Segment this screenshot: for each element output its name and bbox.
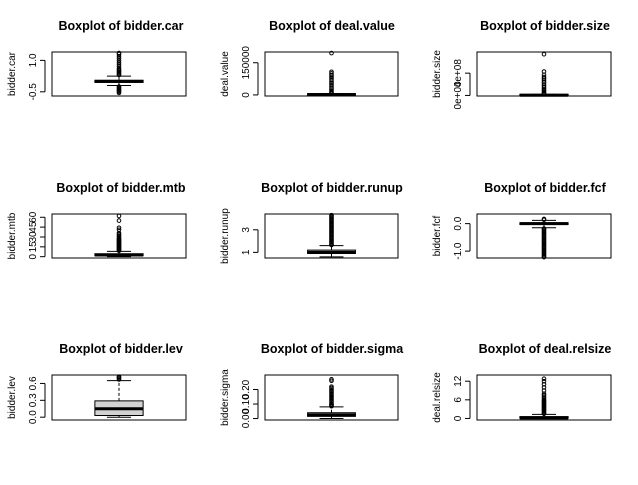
outlier-point	[329, 212, 334, 218]
outlier-point	[329, 393, 334, 398]
y-tick-label: 0.00	[241, 408, 252, 428]
y-tick-label: -1.0	[453, 242, 464, 260]
outlier-point	[116, 218, 122, 223]
y-tick-label: 6	[453, 397, 464, 403]
chart-title: Boxplot of deal.relsize	[479, 342, 612, 356]
outlier-point	[116, 227, 122, 233]
outlier-point	[541, 216, 547, 222]
y-axis-label: bidder.sigma	[220, 369, 231, 426]
y-tick-label: 30	[28, 231, 39, 243]
chart-title: Boxplot of bidder.mtb	[56, 181, 186, 195]
outlier-point	[541, 69, 547, 74]
y-tick-label: 0.3	[28, 393, 39, 407]
outlier-point	[541, 254, 547, 260]
plot-frame	[476, 374, 612, 421]
y-tick-label: 1	[241, 249, 252, 255]
y-tick-label: 0	[28, 253, 39, 259]
y-axis-label: bidder.mtb	[7, 212, 18, 259]
outlier-point	[329, 75, 334, 81]
y-axis-label: bidder.runup	[220, 208, 231, 264]
plot-frame	[264, 374, 399, 421]
outlier-point	[329, 378, 334, 384]
y-tick-label: 0.20	[241, 379, 252, 399]
outlier-point	[329, 398, 334, 404]
y-tick-label: 45	[28, 221, 39, 233]
boxplot-panel: Boxplot of bidder.fcf -1.0 0.0 bidder.fcf	[432, 181, 612, 260]
outlier-point	[329, 388, 334, 394]
outlier-point	[541, 51, 547, 57]
y-tick-label: 0.0	[28, 410, 39, 424]
y-tick-label: 15	[28, 241, 39, 253]
chart-title: Boxplot of bidder.lev	[59, 342, 183, 356]
y-tick-label: 12	[453, 375, 464, 387]
outlier-point	[329, 387, 334, 392]
outlier-point	[329, 50, 334, 56]
chart-title: Boxplot of bidder.fcf	[484, 181, 606, 195]
y-axis-label: deal.relsize	[432, 372, 443, 423]
y-tick-label: 0.0	[453, 216, 464, 230]
outlier-point	[541, 392, 547, 398]
boxplot-panel: Boxplot of bidder.lev 0.0 0.3 0.6 bidder.lev	[7, 342, 187, 424]
outlier-point	[541, 378, 547, 384]
outlier-point	[329, 391, 334, 397]
y-axis-label: bidder.lev	[7, 376, 18, 419]
chart-title: Boxplot of bidder.car	[58, 19, 183, 33]
y-axis-label: bidder.car	[7, 51, 18, 96]
outlier-point	[329, 71, 334, 76]
outlier-point	[329, 400, 334, 405]
outlier-point	[329, 377, 334, 382]
y-tick-label: 0	[241, 92, 252, 98]
y-axis-label: deal.value	[220, 51, 231, 97]
outlier-point	[329, 394, 334, 400]
y-tick-label: 4e+08	[453, 59, 464, 88]
y-axis-label: bidder.size	[432, 50, 443, 98]
chart-title: Boxplot of deal.value	[269, 19, 395, 33]
outlier-point	[329, 384, 334, 389]
y-tick-label: 150000	[241, 46, 252, 80]
outlier-point	[541, 376, 547, 382]
outlier-point	[116, 64, 122, 69]
outlier-point	[116, 55, 122, 61]
chart-title: Boxplot of bidder.size	[480, 19, 610, 33]
boxplot-panel: Boxplot of deal.value 0 150000 deal.value	[220, 19, 399, 98]
outlier-point	[116, 62, 122, 67]
y-tick-label: 0.6	[28, 376, 39, 390]
chart-title: Boxplot of bidder.runup	[261, 181, 403, 195]
outlier-point	[116, 58, 122, 63]
outlier-point	[116, 213, 122, 219]
chart-title: Boxplot of bidder.sigma	[261, 342, 404, 356]
boxplot-panel: Boxplot of bidder.sigma 0.000.100.20 bidde…	[220, 342, 404, 428]
y-tick-label: -0.5	[28, 83, 39, 101]
y-tick-label: 1.0	[28, 53, 39, 67]
y-tick-label: 0	[453, 415, 464, 421]
outlier-point	[329, 88, 334, 94]
y-axis-label: bidder.fcf	[432, 215, 443, 256]
y-tick-label: 0e+00	[453, 81, 464, 110]
boxplot-panel: Boxplot of deal.relsize 0 6 12 deal.relsize	[432, 342, 612, 423]
outlier-point	[116, 374, 122, 379]
outlier-point	[116, 66, 122, 72]
y-tick-label: 3	[241, 227, 252, 233]
outlier-point	[116, 225, 122, 231]
y-tick-label: 60	[28, 211, 39, 223]
outlier-point	[541, 74, 547, 80]
boxplot-panel: Boxplot of bidder.runup 1 3 bidder.runup	[220, 181, 403, 264]
outlier-point	[329, 385, 334, 391]
boxplot-panel: Boxplot of bidder.car -0.5 1.0 bidder.car	[7, 19, 187, 101]
outlier-point	[329, 69, 334, 75]
outlier-point	[116, 90, 122, 96]
outlier-point	[116, 60, 122, 65]
outlier-point	[329, 395, 334, 401]
outlier-point	[329, 82, 334, 87]
outlier-point	[329, 390, 334, 395]
outlier-point	[329, 401, 334, 407]
y-tick-label: 0.10	[241, 394, 252, 414]
outlier-point	[116, 50, 122, 56]
outlier-point	[329, 397, 334, 402]
